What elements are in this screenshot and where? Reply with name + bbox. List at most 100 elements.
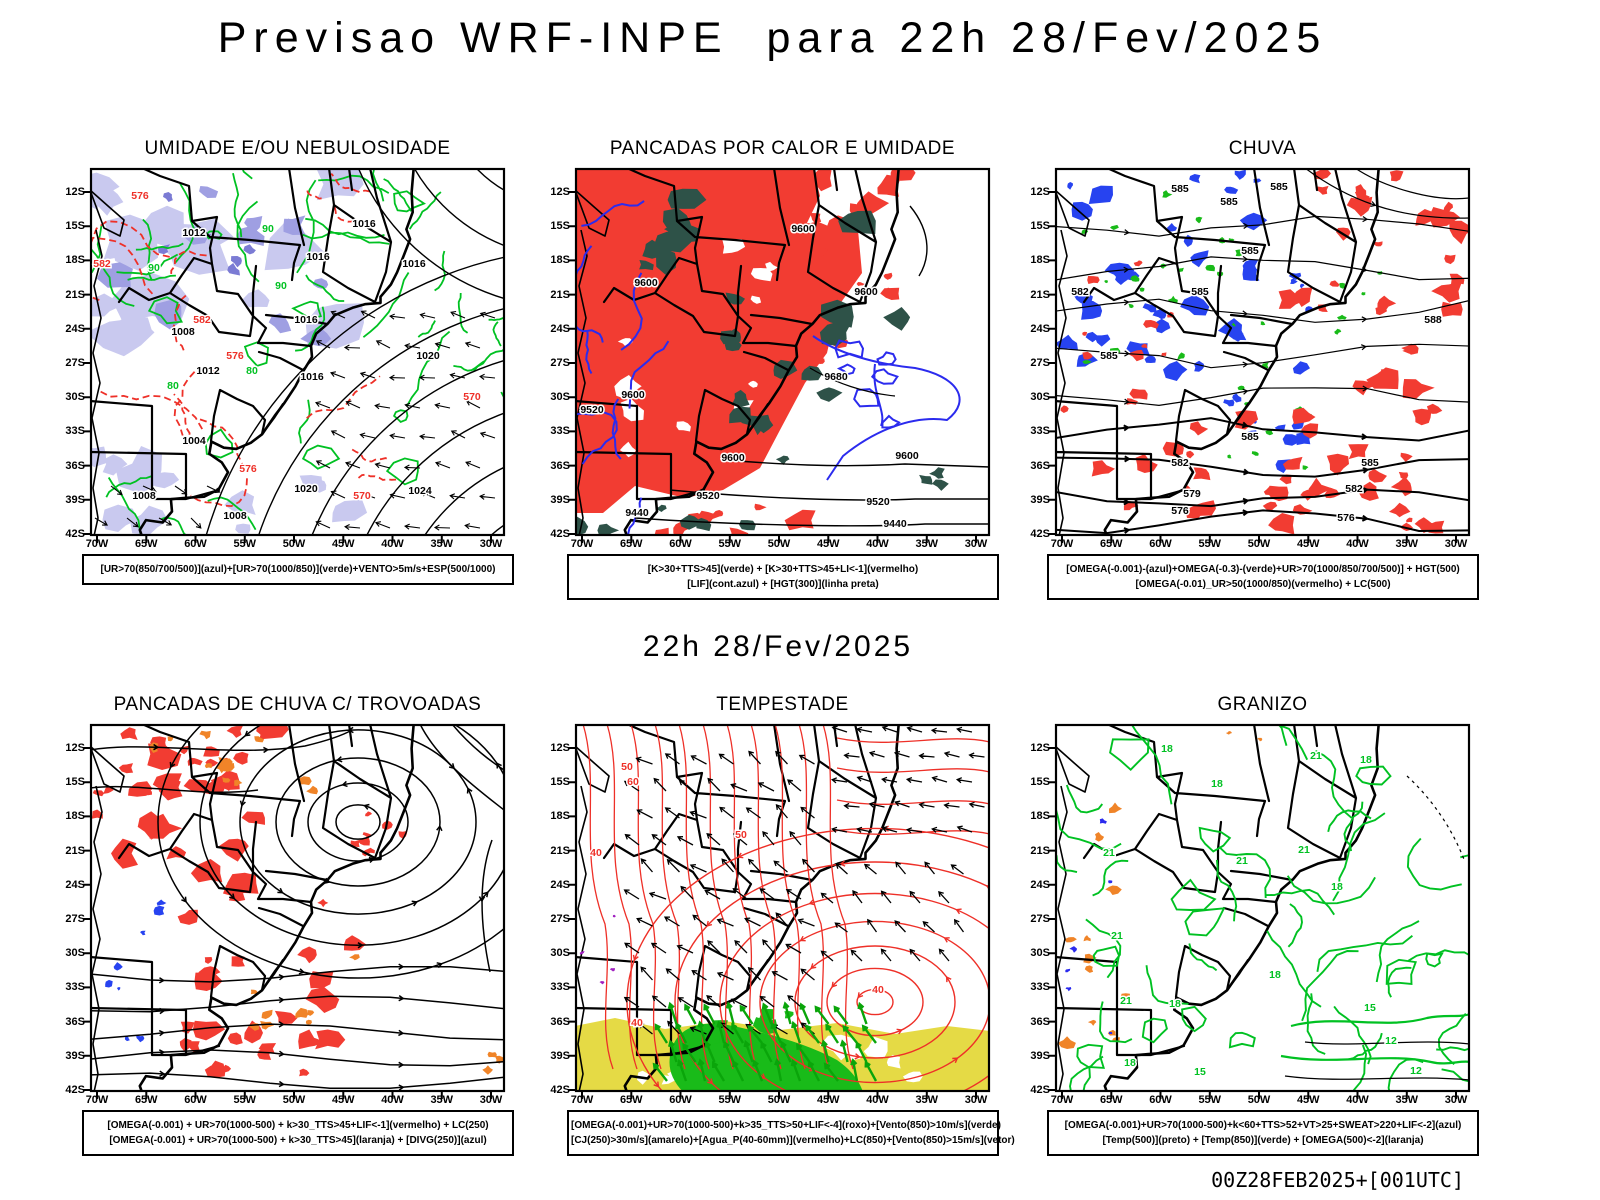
lat-label: 27S: [65, 357, 85, 369]
caption-line: [OMEGA(-0.001) + UR>70(1000-500) + k>30_…: [109, 1135, 487, 1146]
map-chuva-canvas: 585 585 585 585 582 585 588 585 585 582 585 582 579 5…: [1048, 167, 1471, 543]
caption-line: [CJ(250)>30m/s](amarelo)+[Agua_P(40-60mm…: [571, 1135, 1015, 1146]
lon-label: 60W: [1149, 538, 1172, 550]
lat-label: 39S: [65, 1049, 85, 1062]
svg-text:21: 21: [1120, 995, 1132, 1007]
lat-label: 33S: [550, 425, 570, 438]
axis-ticks: [83, 191, 492, 543]
svg-text:80: 80: [246, 365, 258, 377]
svg-text:585: 585: [1270, 181, 1288, 193]
svg-text:80: 80: [167, 380, 179, 392]
lon-label: 40W: [1346, 1094, 1369, 1106]
lon-label: 35W: [430, 1094, 454, 1106]
lon-label: 50W: [1247, 538, 1271, 550]
lat-label: 36S: [550, 459, 570, 472]
svg-text:9520: 9520: [580, 404, 604, 416]
lat-label: 42S: [550, 528, 570, 540]
lon-label: 40W: [1346, 538, 1369, 550]
svg-text:585: 585: [1241, 431, 1259, 443]
svg-text:582: 582: [193, 314, 211, 326]
lon-label: 45W: [331, 538, 355, 550]
lat-label: 39S: [65, 493, 85, 506]
lon-label: 65W: [1099, 538, 1123, 550]
lon-label: 40W: [866, 538, 889, 550]
lat-label: 39S: [1030, 493, 1050, 506]
axis-ticks: [1048, 747, 1457, 1099]
svg-text:585: 585: [1241, 245, 1259, 257]
lon-label: 55W: [233, 538, 257, 550]
caption-line: [Temp(500)](preto) + [Temp(850)](verde) …: [1102, 1135, 1424, 1146]
lon-label: 40W: [381, 1094, 404, 1106]
panel-title: PANCADAS DE CHUVA C/ TROVOADAS: [113, 694, 482, 715]
lon-label: 35W: [915, 1094, 939, 1106]
lat-label: 30S: [65, 391, 85, 404]
svg-text:9600: 9600: [895, 450, 919, 462]
valid-time-subtitle: 22h 28/Fev/2025: [642, 630, 914, 663]
lon-label: 30W: [964, 538, 988, 550]
lat-label: 42S: [65, 528, 85, 540]
lat-label: 12S: [1030, 742, 1050, 754]
panel-title: TEMPESTADE: [716, 694, 849, 715]
map-trovoadas-wrap: 12S 15S 18S 21S 24S 27S 30S 33S 36S 39S 42S: [65, 723, 506, 1099]
panel-title: PANCADAS POR CALOR E UMIDADE: [609, 138, 956, 159]
lat-label: 39S: [550, 1049, 570, 1062]
lat-label: 27S: [1030, 913, 1050, 925]
svg-text:582: 582: [93, 258, 111, 270]
svg-text:1020: 1020: [294, 483, 318, 495]
lon-label: 70W: [570, 538, 594, 550]
lon-label: 45W: [1296, 538, 1320, 550]
caption-line: [LIF](cont.azul) + [HGT(300)](linha pret…: [687, 579, 879, 590]
svg-text:576: 576: [1171, 505, 1189, 517]
lat-label: 18S: [65, 810, 85, 823]
svg-text:585: 585: [1220, 196, 1238, 208]
caption-box: [UR>70(850/700/500)](azul)+[UR>70(1000/8…: [82, 554, 514, 585]
map-frame: [1054, 167, 1471, 537]
lon-label: 60W: [184, 538, 207, 550]
map-frame: [89, 723, 506, 1093]
lat-label: 33S: [1030, 425, 1050, 438]
caption-line: [OMEGA(-0.001)+UR>70(1000-500)+k<60+TTS>…: [1064, 1120, 1462, 1131]
caption-box: [OMEGA(-0.001)+UR>70(1000-500)+k>35_TTS>…: [567, 1110, 1015, 1156]
lat-label: 12S: [65, 186, 85, 198]
svg-text:1012: 1012: [182, 227, 206, 239]
svg-text:90: 90: [148, 262, 160, 274]
svg-text:18: 18: [1331, 881, 1343, 893]
lat-label: 27S: [65, 913, 85, 925]
lon-label: 60W: [184, 1094, 207, 1106]
map-overlay-layer: [90, 724, 505, 1091]
svg-text:585: 585: [1361, 457, 1379, 469]
lon-axis: 70W 65W 60W 55W 50W 45W 40W 35W 30W: [571, 536, 988, 554]
svg-text:60: 60: [627, 776, 639, 788]
map-overlay-layer: [94, 168, 505, 536]
lat-label: 27S: [1030, 357, 1050, 369]
lat-label: 15S: [550, 220, 570, 233]
panel-title: GRANIZO: [1217, 694, 1308, 715]
svg-text:579: 579: [1183, 488, 1201, 500]
lon-axis: 70W 65W 60W 55W 50W 45W 40W 35W 30W: [86, 1092, 503, 1110]
lat-label: 36S: [1030, 459, 1050, 472]
map-fill-layer: [91, 724, 505, 1078]
map-frame: [89, 167, 506, 537]
lon-label: 65W: [619, 1094, 643, 1106]
lon-label: 35W: [430, 538, 454, 550]
lat-label: 30S: [550, 947, 570, 960]
lat-label: 33S: [65, 981, 85, 994]
caption-line: [UR>70(850/700/500)](azul)+[UR>70(1000/8…: [100, 564, 496, 575]
lat-axis: 12S 15S 18S 21S 24S 27S 30S 33S 36S 39S 42S: [58, 742, 88, 1096]
lat-axis: 12S 15S 18S 21S 24S 27S 30S 33S 36S 39S 42S: [543, 742, 573, 1096]
svg-text:1016: 1016: [294, 314, 318, 326]
axis-ticks: [568, 747, 977, 1099]
panel-title: CHUVA: [1228, 138, 1297, 159]
lon-label: 70W: [85, 1094, 109, 1106]
svg-text:18: 18: [1360, 754, 1372, 766]
map-umidade-wrap: 1016 1012 1016 1016 1008 1012 1016 1020 1016 1004…: [65, 167, 506, 543]
svg-text:21: 21: [1298, 844, 1310, 856]
lat-label: 12S: [65, 742, 85, 754]
lon-label: 35W: [915, 538, 939, 550]
svg-text:1024: 1024: [408, 485, 432, 497]
map-overlay-layer: [1055, 724, 1470, 1092]
panel-tempestade: TEMPESTADE 50 50 60 40 40 40 12S 15S 18S 21S 24S 2…: [543, 690, 1015, 1156]
svg-text:18: 18: [1169, 998, 1181, 1010]
lon-label: 35W: [1395, 1094, 1419, 1106]
